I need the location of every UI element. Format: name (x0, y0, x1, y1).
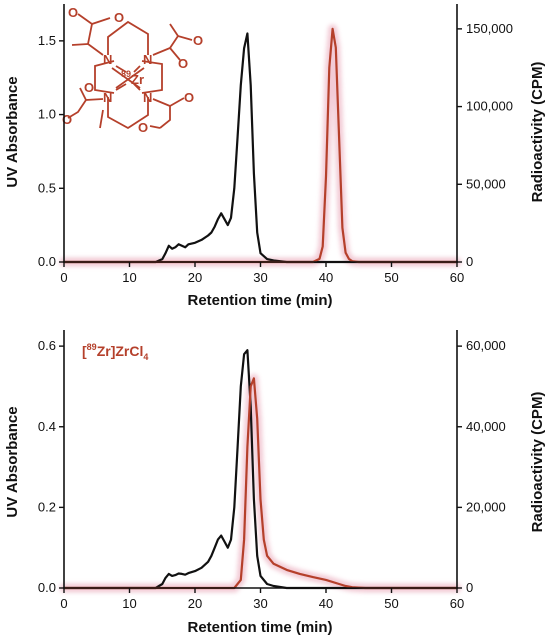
zrcl4-annotation: [89Zr]ZrCl4 (82, 342, 148, 362)
bottom-y2-tick-label: 20,000 (466, 499, 506, 514)
top-radio-glow-line (59, 24, 462, 267)
top-y-axis-title: UV Absorbance (4, 76, 21, 187)
bottom-x-tick-label: 10 (122, 596, 136, 611)
bottom-series (62, 349, 459, 590)
top-x-tick-label: 40 (319, 270, 333, 285)
top-y-tick-label: 0.0 (38, 254, 56, 269)
top-y2-tick-label: 0 (466, 254, 473, 269)
bottom-y-tick-label: 0.0 (38, 580, 56, 595)
mol-atom-o3: O (193, 33, 203, 48)
mol-atom-o1: O (114, 10, 124, 25)
bottom-y2-tick-label: 40,000 (466, 419, 506, 434)
mol-atom-o8: O (184, 90, 194, 105)
top-y2-axis-title: Radioactivity (CPM) (529, 62, 546, 203)
top-chromatogram-panel: N N N N 89 Zr O O O O O O O O 0 10 20 30 40 5… (4, 4, 546, 309)
bottom-y-tick-label: 0.4 (38, 419, 56, 434)
bottom-y-tick-label: 0.6 (38, 338, 56, 353)
mol-atom-n3: N (103, 90, 112, 105)
bottom-x-tick-label: 30 (253, 596, 267, 611)
top-y2-tick-label: 50,000 (466, 176, 506, 191)
top-y2-tick-label: 100,000 (466, 99, 513, 114)
zrcl4-isotope: 89 (87, 342, 97, 352)
top-y2-tick-label: 150,000 (466, 21, 513, 36)
mol-atom-o2: O (68, 5, 78, 20)
zrcl4-element: Zr (97, 343, 112, 359)
bottom-y2-tick-label: 60,000 (466, 338, 506, 353)
bottom-x-axis-title: Retention time (min) (188, 619, 333, 636)
top-uv-absorbance-trace (62, 32, 459, 264)
mol-atom-o6: O (62, 112, 72, 127)
zrcl4-compound: ZrCl (115, 343, 143, 359)
top-x-tick-label: 30 (253, 270, 267, 285)
bottom-x-tick-label: 50 (384, 596, 398, 611)
bottom-y-tick-label: 0.2 (38, 499, 56, 514)
bottom-axes: 0 10 20 30 40 50 60 0.0 0.2 0.4 0.6 0 20,000 40,000 60… (38, 330, 506, 611)
zr-complex-structure: N N N N 89 Zr O O O O O O O O (62, 5, 203, 135)
zrcl4-subscript: 4 (143, 352, 148, 362)
bottom-x-tick-label: 20 (188, 596, 202, 611)
mol-atom-n1: N (103, 52, 112, 67)
top-x-tick-label: 0 (60, 270, 67, 285)
mol-atom-o5: O (84, 80, 94, 95)
top-radio-glow (59, 24, 462, 267)
mol-atom-n4: N (143, 90, 152, 105)
top-y-tick-label: 1.5 (38, 33, 56, 48)
bottom-y2-tick-label: 0 (466, 580, 473, 595)
bottom-radioactivity-trace (62, 377, 459, 590)
top-radioactivity-trace (62, 27, 459, 264)
bottom-x-tick-label: 40 (319, 596, 333, 611)
top-x-tick-label: 20 (188, 270, 202, 285)
top-axes: 0 10 20 30 40 50 60 0.0 0.5 1.0 1.5 0 50,000 100,000 1… (38, 4, 513, 285)
bottom-y-axis-title: UV Absorbance (4, 406, 21, 517)
mol-zr-isotope: 89 (121, 69, 131, 79)
bottom-x-tick-label: 0 (60, 596, 67, 611)
bottom-y2-axis-title: Radioactivity (CPM) (529, 392, 546, 533)
top-x-tick-label: 10 (122, 270, 136, 285)
top-series (62, 27, 459, 264)
mol-atom-n2: N (143, 52, 152, 67)
top-y-tick-label: 0.5 (38, 180, 56, 195)
bottom-x-tick-label: 60 (450, 596, 464, 611)
mol-zr-label: Zr (131, 72, 144, 87)
bottom-uv-absorbance-trace (62, 349, 459, 590)
top-y-tick-label: 1.0 (38, 107, 56, 122)
top-x-axis-title: Retention time (min) (188, 292, 333, 309)
bottom-chromatogram-panel: [89Zr]ZrCl4 0 10 20 30 40 50 60 0.0 0.2 0.4 0.6 0 20… (4, 330, 546, 636)
top-x-tick-label: 60 (450, 270, 464, 285)
mol-atom-o7: O (138, 120, 148, 135)
mol-atom-o4: O (178, 56, 188, 71)
top-x-tick-label: 50 (384, 270, 398, 285)
